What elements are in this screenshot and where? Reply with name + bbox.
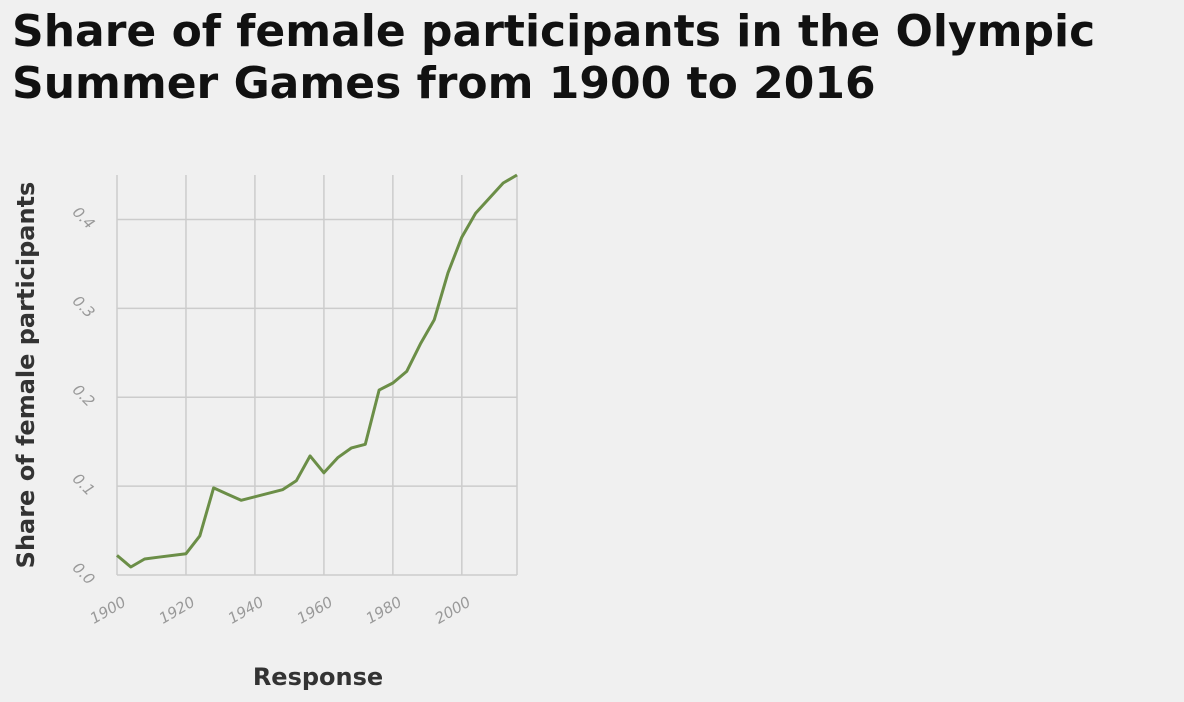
y-axis-ticks: 0.0 0.1 0.2 0.3 0.4 bbox=[69, 203, 99, 588]
grid bbox=[116, 175, 518, 576]
x-tick-label: 1960 bbox=[294, 593, 336, 628]
x-tick-label: 1920 bbox=[156, 593, 198, 628]
y-axis-label: Share of female participants bbox=[12, 182, 40, 569]
x-tick-label: 2000 bbox=[432, 593, 474, 628]
y-tick-label: 0.2 bbox=[69, 381, 99, 411]
y-tick-label: 0.1 bbox=[69, 470, 99, 500]
series-line bbox=[116, 173, 518, 569]
x-tick-label: 1900 bbox=[87, 593, 129, 628]
y-tick-label: 0.0 bbox=[69, 559, 99, 589]
x-axis-ticks: 1900 1920 1940 1960 1980 2000 bbox=[87, 593, 474, 628]
y-tick-label: 0.3 bbox=[69, 292, 99, 322]
x-tick-label: 1980 bbox=[363, 593, 405, 628]
x-tick-label: 1940 bbox=[225, 593, 267, 628]
chart-title: Share of female participants in the Olym… bbox=[12, 6, 1096, 109]
x-axis-label: Response bbox=[253, 663, 383, 691]
y-tick-label: 0.4 bbox=[69, 203, 99, 233]
